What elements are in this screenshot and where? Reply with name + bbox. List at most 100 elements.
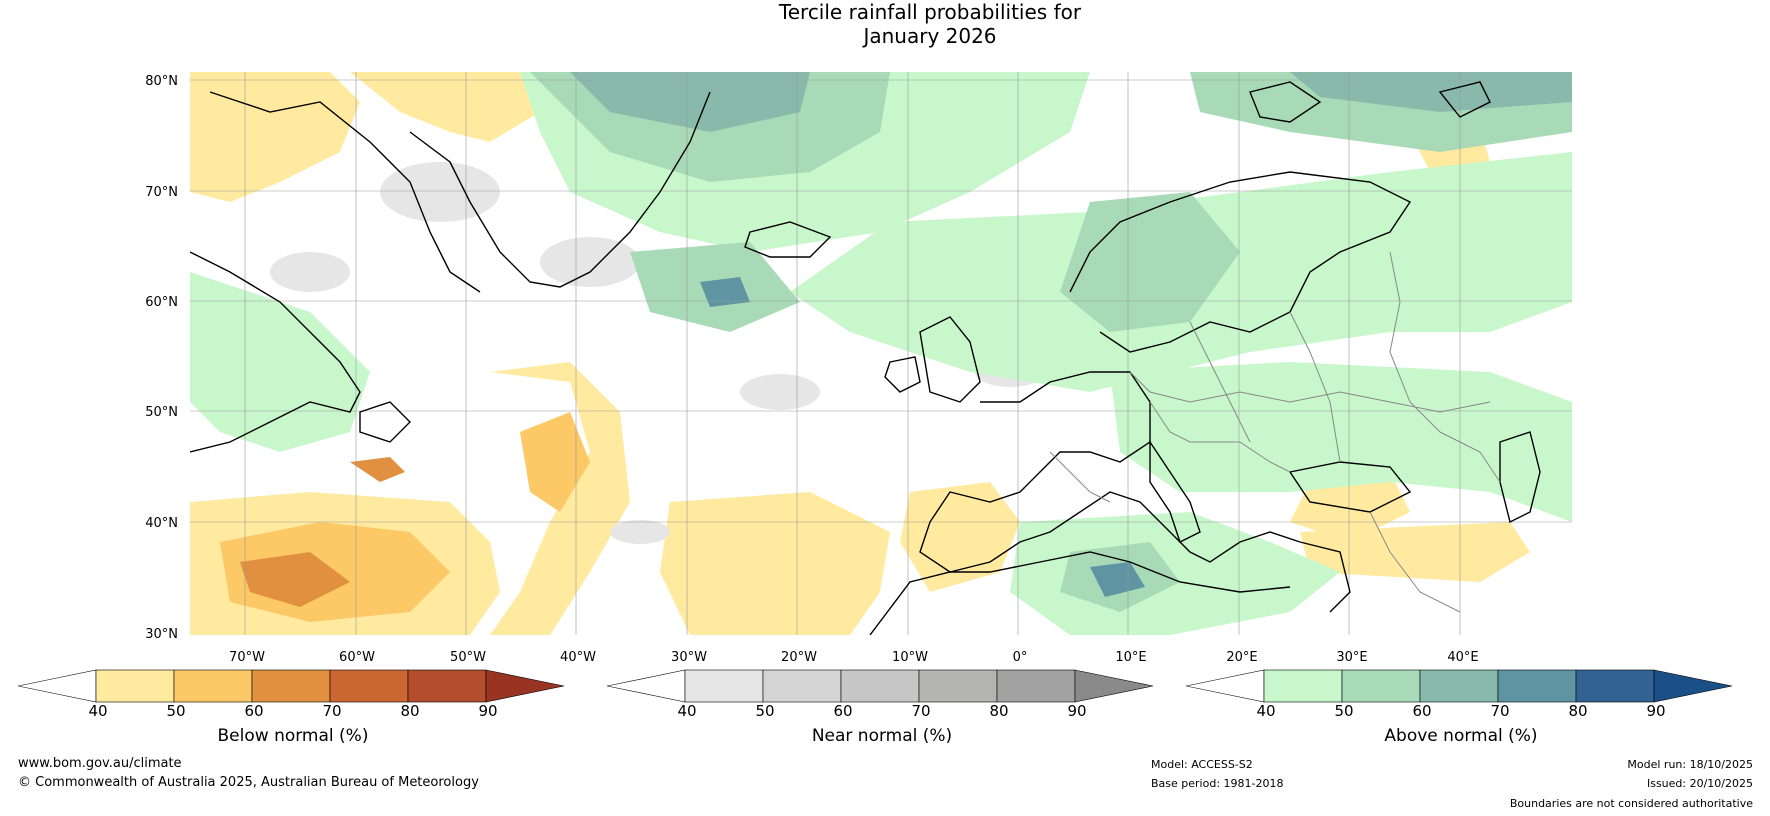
above-normal-mediterranean: [1010, 512, 1340, 635]
tick-label: 90: [1067, 702, 1087, 720]
colorbar-swatch: [1575, 669, 1655, 703]
coast-newfoundland: [359, 401, 411, 443]
above-normal-iceland-core: [700, 277, 750, 307]
above-normal-scandinavia: [1060, 192, 1240, 332]
lon-label-10e: 10°E: [1115, 650, 1147, 665]
colorbar-swatch: [918, 669, 998, 703]
tick-label: 80: [400, 702, 420, 720]
lon-label-40e: 40°E: [1447, 650, 1479, 665]
below-normal-baffin: [350, 72, 540, 142]
colorbar-above-normal: [1185, 668, 1736, 708]
lon-label-40w: 40°W: [560, 650, 596, 665]
coast-novaya-zemlya: [1438, 81, 1491, 118]
lon-label-30e: 30°E: [1336, 650, 1368, 665]
graticule: [190, 72, 1572, 635]
tick-label: 40: [88, 702, 108, 720]
tick-label: 70: [911, 702, 931, 720]
title-line-1: Tercile rainfall probabilities for: [778, 0, 1082, 24]
colorbar-swatch: [1419, 669, 1499, 703]
colorbar-near-normal-title: Near normal (%): [811, 726, 953, 746]
above-normal-eastern-med-core: [1090, 562, 1145, 597]
lon-label-0: 0°: [1012, 650, 1028, 665]
coast-europe: [919, 371, 1301, 573]
issued-text: Issued: 20/10/2025: [1646, 777, 1753, 790]
colorbar-swatch: [173, 669, 253, 703]
colorbar-low-extension: [1185, 669, 1265, 703]
lat-label-60n: 60°N: [145, 295, 178, 310]
colorbar-swatch: [407, 669, 487, 703]
coast-iceland: [744, 221, 832, 258]
colorbar-above-normal-swatches: [1185, 669, 1733, 703]
colorbar-swatch: [329, 669, 409, 703]
website-text: www.bom.gov.au/climate: [18, 756, 182, 771]
coast-uk: [919, 316, 981, 403]
tick-label: 50: [166, 702, 186, 720]
above-normal-east-europe: [1110, 362, 1572, 522]
below-normal-mid-atlantic-2: [520, 412, 590, 512]
colorbar-near-normal-swatches: [606, 669, 1154, 703]
model-text: Model: ACCESS-S2: [1151, 758, 1253, 771]
coast-baffin: [209, 91, 481, 293]
colorbar-swatch: [840, 669, 920, 703]
tick-label: 40: [1256, 702, 1276, 720]
lon-label-30w: 30°W: [671, 650, 707, 665]
tick-label: 50: [1334, 702, 1354, 720]
colorbar-swatch: [1263, 669, 1343, 703]
lon-label-20e: 20°E: [1226, 650, 1258, 665]
lon-label-50w: 50°W: [450, 650, 486, 665]
colorbar-below-normal-swatches: [17, 669, 565, 703]
lon-label-10w: 10°W: [892, 650, 928, 665]
disclaimer-text: Boundaries are not considered authoritat…: [1509, 797, 1753, 810]
rainfall-probability-map: [190, 72, 1572, 635]
tick-label: 80: [989, 702, 1009, 720]
colorbar-high-extension: [485, 669, 565, 703]
below-normal-west-atlantic-3: [240, 552, 350, 607]
colorbar-near-normal: [606, 668, 1157, 708]
coast-levant: [1299, 541, 1351, 613]
coast-scandinavia: [1069, 171, 1412, 353]
colorbar-swatch: [762, 669, 842, 703]
colorbar-swatch: [996, 669, 1076, 703]
tick-label: 50: [755, 702, 775, 720]
below-normal-iberia: [900, 482, 1020, 592]
colorbar-swatch: [1341, 669, 1421, 703]
coast-italy: [1149, 439, 1201, 543]
tick-label: 70: [322, 702, 342, 720]
colorbar-high-extension: [1074, 669, 1154, 703]
below-normal-regions: [190, 72, 1530, 635]
below-normal-turkey: [1290, 472, 1410, 542]
lon-label-60w: 60°W: [339, 650, 375, 665]
colorbar-swatch: [684, 669, 764, 703]
coast-svalbard: [1249, 81, 1322, 123]
coast-canada: [190, 251, 361, 453]
lat-label-30n: 30°N: [145, 627, 178, 642]
colorbar-low-extension: [606, 669, 686, 703]
lon-label-70w: 70°W: [229, 650, 265, 665]
tick-label: 90: [1646, 702, 1666, 720]
country-borders: [1049, 251, 1501, 613]
tick-label: 70: [1490, 702, 1510, 720]
above-normal-labrador-sea: [190, 272, 370, 452]
below-normal-caspian: [1300, 522, 1530, 582]
colorbar-swatch: [251, 669, 331, 703]
colorbar-swatch: [1497, 669, 1577, 703]
lat-label-70n: 70°N: [145, 185, 178, 200]
colorbar-high-extension: [1653, 669, 1733, 703]
map-title: Tercile rainfall probabilities for Janua…: [0, 0, 1770, 48]
above-normal-greenland-core: [570, 72, 810, 132]
lon-label-20w: 20°W: [781, 650, 817, 665]
colorbar-below-normal-title: Below normal (%): [217, 726, 369, 746]
coast-ireland: [884, 356, 921, 393]
above-normal-barents-core: [1290, 72, 1572, 112]
below-normal-west-atlantic-4: [350, 457, 405, 482]
colorbar-low-extension: [17, 669, 97, 703]
above-normal-regions: [190, 72, 1572, 635]
copyright-text: © Commonwealth of Australia 2025, Austra…: [18, 775, 479, 790]
tick-label: 90: [478, 702, 498, 720]
below-normal-azores: [660, 492, 890, 635]
title-line-2: January 2026: [863, 24, 997, 48]
tick-label: 80: [1568, 702, 1588, 720]
coast-greenland-west: [409, 91, 711, 288]
colorbar-swatch: [95, 669, 175, 703]
tick-label: 60: [244, 702, 264, 720]
